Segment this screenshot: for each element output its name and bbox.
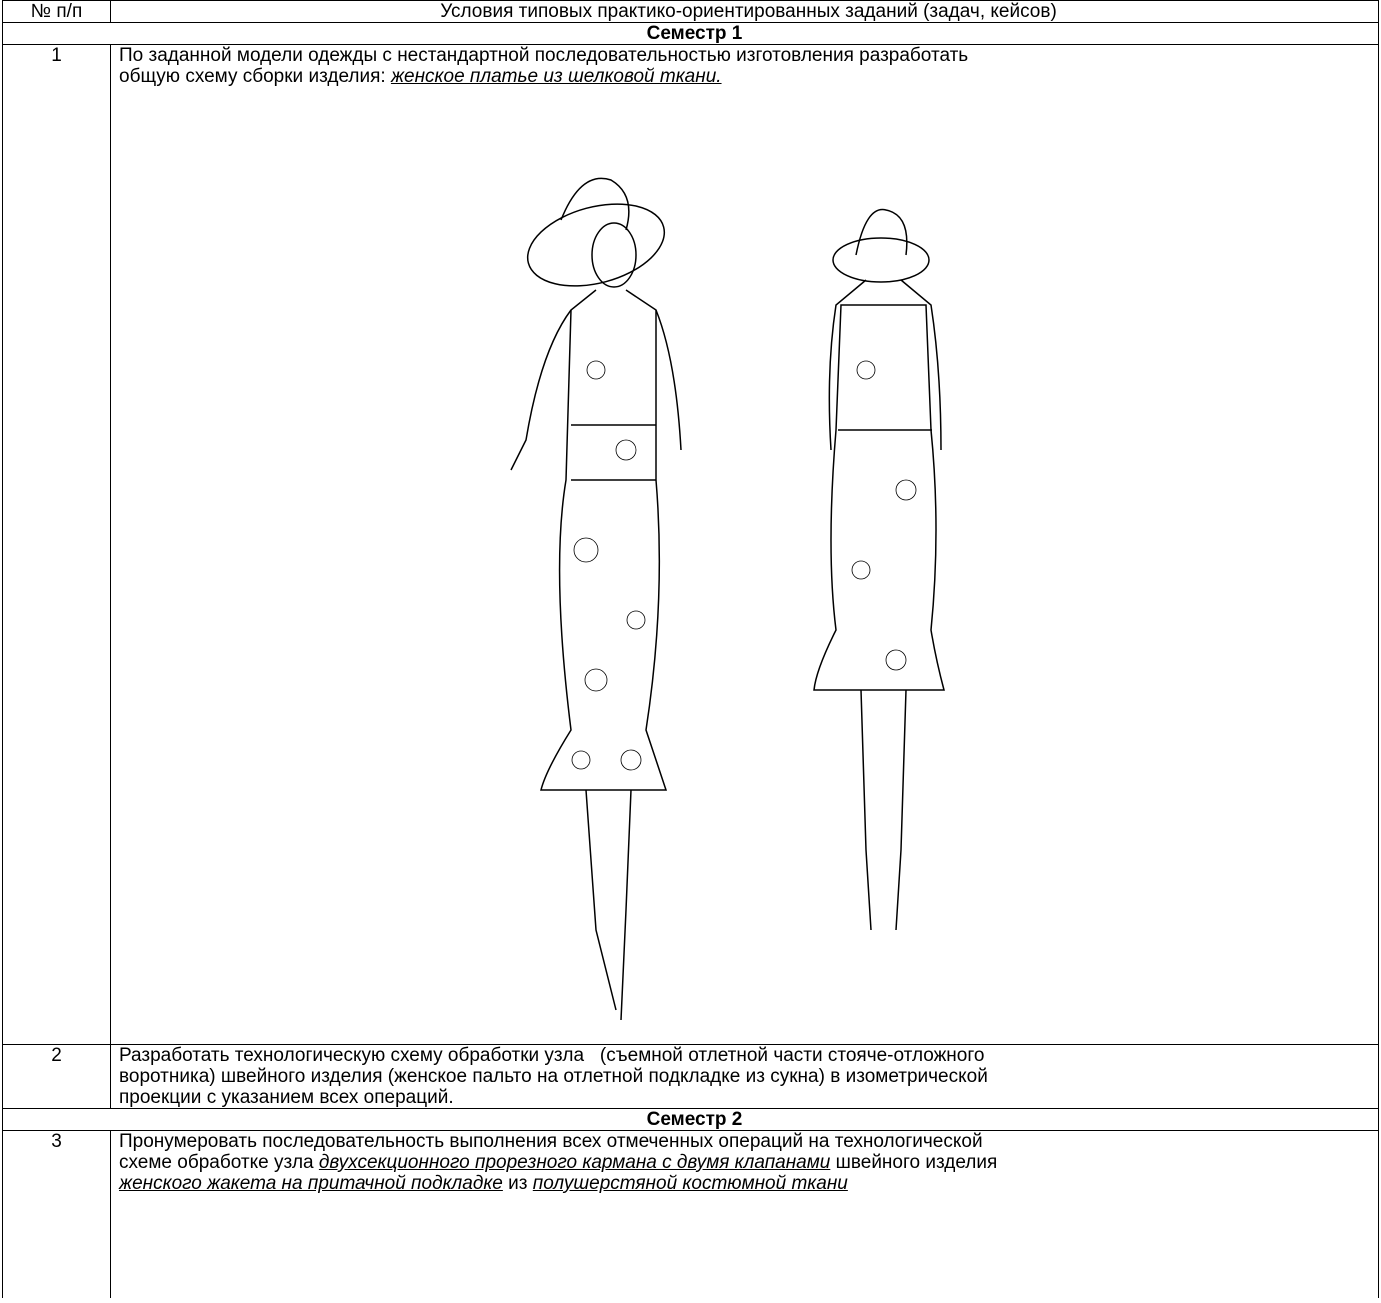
task-row: 1 По заданной модели одежды с нестандартн… — [2, 44, 1379, 1045]
section-row: Семестр 2 — [2, 1108, 1379, 1131]
text: из — [502, 1173, 533, 1194]
text: схеме обработке узла — [119, 1152, 319, 1173]
emphasis: женское платье из шелковой ткани. — [390, 66, 722, 87]
section-row: Семестр 1 — [2, 22, 1379, 45]
text: воротника) швейного изделия (женское пал… — [119, 1066, 988, 1087]
text: Пронумеровать последовательность выполне… — [119, 1131, 983, 1152]
task-number: 3 — [2, 1130, 111, 1298]
dress-sketch — [510, 177, 945, 1021]
emphasis: женского жакета на притачной подкладке — [119, 1173, 503, 1194]
task-number: 2 — [2, 1044, 111, 1109]
text: По заданной модели одежды с нестандартно… — [119, 45, 969, 66]
header-row: № п/п Условия типовых практико-ориентиров… — [2, 0, 1379, 23]
emphasis: полушерстяной костюмной ткани — [532, 1173, 848, 1194]
text-line: По заданной модели одежды с нестандартно… — [119, 45, 1378, 66]
emphasis: двухсекционного прорезного кармана с дву… — [318, 1152, 831, 1173]
text-line: Разработать технологическую схему обрабо… — [119, 1045, 1378, 1066]
text-line: женского жакета на притачной подкладке и… — [119, 1173, 1378, 1194]
task-text: По заданной модели одежды с нестандартно… — [110, 44, 1379, 1045]
text: Разработать технологическую схему обрабо… — [119, 1045, 985, 1066]
task-number: 1 — [2, 44, 111, 1045]
text-line: проекции с указанием всех операций. — [119, 1087, 1378, 1108]
section-title: Семестр 1 — [2, 22, 1379, 45]
header-cell: Условия типовых практико-ориентированных… — [110, 0, 1379, 23]
text-line: воротника) швейного изделия (женское пал… — [119, 1066, 1378, 1087]
task-row: 3 Пронумеровать последовательность выполн… — [2, 1130, 1379, 1298]
text-line: схеме обработке узла двухсекционного про… — [119, 1152, 1378, 1173]
text-line: Пронумеровать последовательность выполне… — [119, 1131, 1378, 1152]
text: общую схему сборки изделия: — [119, 66, 391, 87]
task-text: Разработать технологическую схему обрабо… — [110, 1044, 1379, 1109]
task-row: 2 Разработать технологическую схему обраб… — [2, 1044, 1379, 1109]
header-cell: № п/п — [2, 0, 111, 23]
text: проекции с указанием всех операций. — [119, 1087, 454, 1108]
text: швейного изделия — [830, 1152, 998, 1173]
text-line: общую схему сборки изделия: женское плат… — [119, 66, 1378, 87]
task-text: Пронумеровать последовательность выполне… — [110, 1130, 1379, 1298]
section-title: Семестр 2 — [2, 1108, 1379, 1131]
